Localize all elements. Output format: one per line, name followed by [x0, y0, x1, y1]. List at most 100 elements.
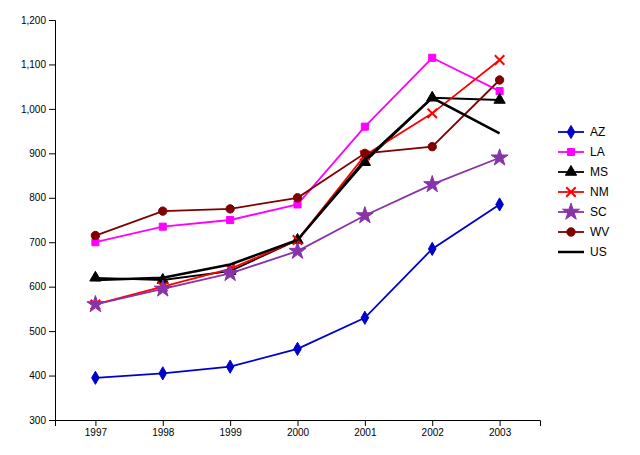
- series-marker: [361, 311, 369, 324]
- series-marker: [496, 198, 504, 211]
- y-tick: 300: [29, 415, 55, 426]
- y-tick-mark: [49, 198, 55, 199]
- legend-label: AZ: [590, 125, 605, 139]
- legend-item: LA: [558, 145, 605, 159]
- series-line: [95, 98, 499, 280]
- y-tick: 1,100: [21, 59, 55, 70]
- series: [95, 98, 499, 280]
- legend-marker: [562, 203, 579, 219]
- series-marker: [494, 93, 505, 103]
- series-line: [95, 58, 499, 242]
- series-marker: [159, 207, 167, 215]
- y-axis: 300 400 500 600 700 800 900 1,000 1,100 1,200: [21, 15, 56, 426]
- series-marker: [226, 205, 234, 213]
- y-tick-label: 300: [29, 415, 46, 426]
- x-tick: 1999: [220, 420, 243, 438]
- x-tick: 2002: [422, 420, 445, 438]
- y-tick: 500: [29, 326, 55, 337]
- series-marker: [91, 231, 99, 239]
- series-marker: [159, 223, 166, 230]
- series: [87, 149, 508, 312]
- legend-marker: [566, 187, 575, 196]
- y-tick-mark: [49, 331, 55, 332]
- y-tick: 800: [29, 192, 55, 203]
- x-tick-mark: [365, 420, 366, 426]
- x-tick-mark: [230, 420, 231, 426]
- y-tick-mark: [49, 153, 55, 154]
- x-tick: 1997: [85, 420, 108, 438]
- y-tick-mark: [49, 64, 55, 65]
- x-tick: 2003: [489, 420, 512, 438]
- series-marker: [429, 54, 436, 61]
- y-tick: 400: [29, 370, 55, 381]
- legend-marker: [567, 125, 575, 138]
- x-tick-label: 2002: [422, 427, 445, 438]
- y-tick-label: 1,000: [21, 104, 46, 115]
- series-marker: [227, 216, 234, 223]
- x-axis-line: [56, 421, 541, 427]
- legend-item: NM: [558, 185, 609, 199]
- y-tick-label: 700: [29, 237, 46, 248]
- series-marker: [428, 142, 436, 150]
- series: [90, 91, 505, 283]
- legend-label: SC: [590, 205, 607, 219]
- series: [91, 55, 505, 309]
- series-marker: [428, 242, 436, 255]
- x-tick: 1998: [152, 420, 175, 438]
- legend-marker: [567, 228, 575, 236]
- x-tick-label: 2000: [287, 427, 310, 438]
- series-line: [95, 80, 499, 236]
- legend-label: WV: [590, 225, 609, 239]
- y-tick: 900: [29, 148, 55, 159]
- legend-label: LA: [590, 145, 605, 159]
- x-tick-label: 1998: [152, 427, 175, 438]
- legend-marker: [565, 165, 576, 175]
- x-tick-mark: [432, 420, 433, 426]
- series-marker: [92, 371, 100, 384]
- series-marker: [289, 242, 306, 258]
- x-axis: 1997 1998 1999 2000 2001 2002 2003: [56, 420, 541, 438]
- x-tick-label: 1997: [85, 427, 108, 438]
- series-marker: [361, 123, 368, 130]
- series: [91, 76, 504, 240]
- y-tick-label: 500: [29, 326, 46, 337]
- series-marker: [293, 194, 301, 202]
- x-tick-mark: [298, 420, 299, 426]
- y-tick-label: 600: [29, 281, 46, 292]
- legend-item: MS: [558, 165, 608, 179]
- x-tick-mark: [500, 420, 501, 426]
- series-group: [87, 54, 508, 384]
- y-tick-label: 1,200: [21, 15, 46, 26]
- series-marker: [495, 55, 504, 64]
- y-tick-label: 900: [29, 148, 46, 159]
- legend-item: SC: [558, 203, 607, 219]
- series-marker: [356, 207, 373, 223]
- x-tick: 2000: [287, 420, 310, 438]
- series-marker: [87, 295, 104, 311]
- y-tick-label: 800: [29, 192, 46, 203]
- series-marker: [159, 367, 167, 380]
- y-tick-mark: [49, 20, 55, 21]
- legend-item: WV: [558, 225, 609, 239]
- legend: AZ LA MS NM SC WV US: [558, 125, 609, 259]
- legend-label: MS: [590, 165, 608, 179]
- x-tick-mark: [95, 420, 96, 426]
- chart: 1997 1998 1999 2000 2001 2002 2003 300 400 500 600…: [0, 0, 640, 455]
- series-marker: [226, 360, 234, 373]
- legend-label: US: [590, 245, 607, 259]
- series-marker: [495, 76, 503, 84]
- y-tick-label: 400: [29, 370, 46, 381]
- y-tick: 1,200: [21, 15, 55, 26]
- series-marker: [427, 109, 436, 118]
- series-line: [95, 60, 499, 304]
- y-tick-mark: [49, 287, 55, 288]
- y-tick-mark: [49, 376, 55, 377]
- x-tick: 2001: [354, 420, 377, 438]
- series-marker: [491, 149, 508, 165]
- x-tick-label: 2003: [489, 427, 512, 438]
- y-tick: 700: [29, 237, 55, 248]
- series-line: [95, 158, 499, 305]
- plot-area: 1997 1998 1999 2000 2001 2002 2003 300 400 500 600…: [21, 15, 609, 438]
- series-marker: [424, 175, 441, 191]
- y-tick: 600: [29, 281, 55, 292]
